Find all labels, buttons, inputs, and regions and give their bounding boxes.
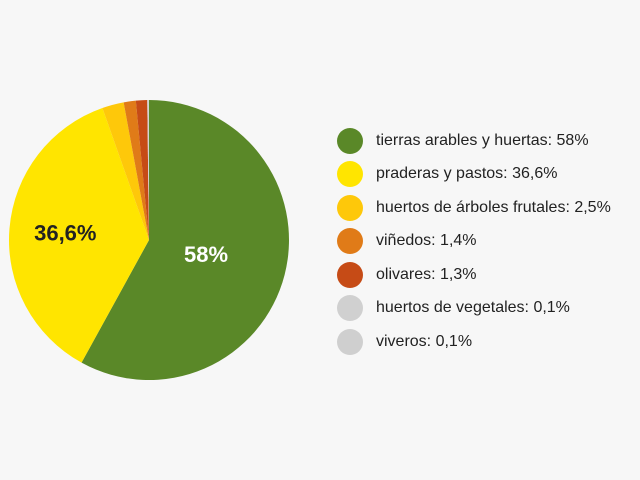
pie-slice-olivares [135, 100, 149, 240]
legend-item-tierras-arables: tierras arables y huertas: 58% [337, 124, 637, 158]
pie-slice-vinedos [123, 100, 149, 241]
legend-swatch-vinedos [337, 228, 363, 255]
legend-swatch-arboles-frutales [337, 194, 363, 221]
legend-label-huertos-vegetales: huertos de vegetales: 0,1% [376, 299, 570, 317]
pie-slice-praderas [9, 107, 149, 363]
legend-item-vinedos: viñedos: 1,4% [337, 225, 637, 259]
pie-slice-arboles-frutales [102, 102, 149, 240]
legend-swatch-huertos-vegetales [337, 295, 363, 322]
slice-label-tierras-arables: 58% [184, 242, 228, 267]
legend-swatch-tierras-arables [337, 127, 363, 154]
legend-label-arboles-frutales: huertos de árboles frutales: 2,5% [376, 198, 611, 216]
legend-swatch-olivares [337, 261, 363, 288]
legend-label-viveros: viveros: 0,1% [376, 332, 473, 350]
legend-swatch-viveros [337, 328, 363, 355]
slice-label-praderas: 36,6% [34, 221, 96, 246]
legend-item-arboles-frutales: huertos de árboles frutales: 2,5% [337, 191, 637, 225]
legend-item-huertos-vegetales: huertos de vegetales: 0,1% [337, 292, 637, 326]
legend-label-vinedos: viñedos: 1,4% [376, 232, 477, 250]
pie-slice-viveros [148, 99, 149, 240]
legend: tierras arables y huertas: 58% praderas … [337, 124, 637, 359]
legend-swatch-praderas [337, 161, 363, 188]
pie-slice-huertos-vegetales [147, 100, 149, 240]
legend-item-olivares: olivares: 1,3% [337, 258, 637, 292]
pie-slice-tierras-arables [81, 99, 290, 380]
legend-item-praderas: praderas y pastos: 36,6% [337, 158, 637, 192]
legend-label-praderas: praderas y pastos: 36,6% [376, 165, 558, 183]
legend-label-olivares: olivares: 1,3% [376, 265, 477, 283]
legend-label-tierras-arables: tierras arables y huertas: 58% [376, 131, 589, 149]
legend-item-viveros: viveros: 0,1% [337, 325, 637, 359]
